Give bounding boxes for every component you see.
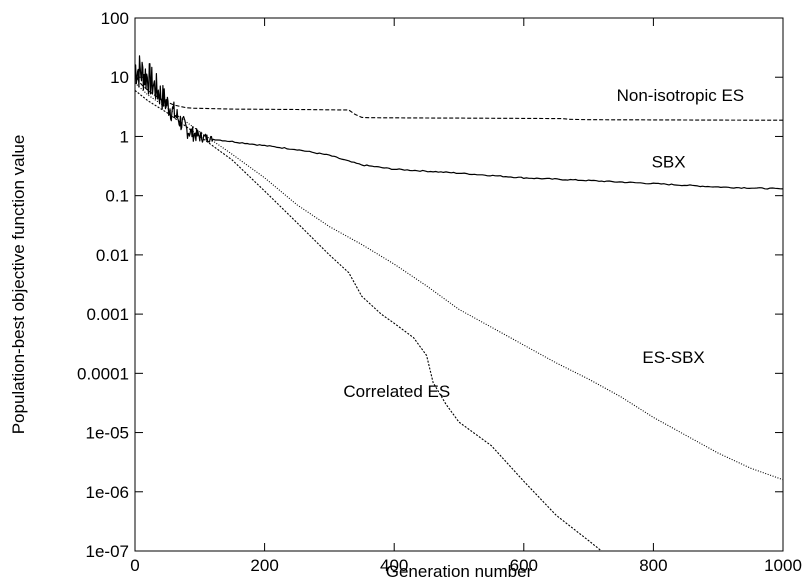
y-tick-label: 100 bbox=[101, 9, 129, 28]
series-label-3: Correlated ES bbox=[343, 382, 450, 401]
x-tick-label: 400 bbox=[380, 556, 408, 575]
y-tick-label: 1e-05 bbox=[86, 424, 129, 443]
y-axis-label: Population-best objective function value bbox=[9, 135, 28, 435]
y-tick-label: 1 bbox=[120, 127, 129, 146]
x-tick-label: 200 bbox=[250, 556, 278, 575]
x-tick-label: 0 bbox=[130, 556, 139, 575]
series-line-2 bbox=[134, 82, 784, 481]
y-tick-label: 0.1 bbox=[105, 187, 129, 206]
x-axis-label: Generation number bbox=[386, 562, 533, 580]
series-label-0: Non-isotropic ES bbox=[617, 86, 745, 105]
y-tick-label: 0.01 bbox=[96, 246, 129, 265]
series-lines bbox=[134, 55, 784, 552]
x-tick-label: 800 bbox=[639, 556, 667, 575]
plot-frame bbox=[134, 17, 784, 552]
y-tick-label: 1e-06 bbox=[86, 483, 129, 502]
y-tick-label: 10 bbox=[110, 68, 129, 87]
y-tick-label: 0.001 bbox=[86, 305, 129, 324]
series-line-3 bbox=[134, 89, 602, 552]
series-labels: Non-isotropic ES SBX ES-SBX Correlated ES bbox=[343, 86, 744, 401]
series-line-1 bbox=[134, 55, 784, 190]
axes: 100 10 1 0.1 0.01 0.001 0.0001 1e-05 1e-06 1e-070… bbox=[77, 9, 802, 575]
y-tick-label: 1e-07 bbox=[86, 542, 129, 561]
series-label-1: SBX bbox=[652, 152, 686, 171]
x-tick-label: 1000 bbox=[764, 556, 802, 575]
series-label-2: ES-SBX bbox=[642, 348, 704, 367]
y-tick-label: 0.0001 bbox=[77, 364, 129, 383]
x-tick-label: 600 bbox=[510, 556, 538, 575]
